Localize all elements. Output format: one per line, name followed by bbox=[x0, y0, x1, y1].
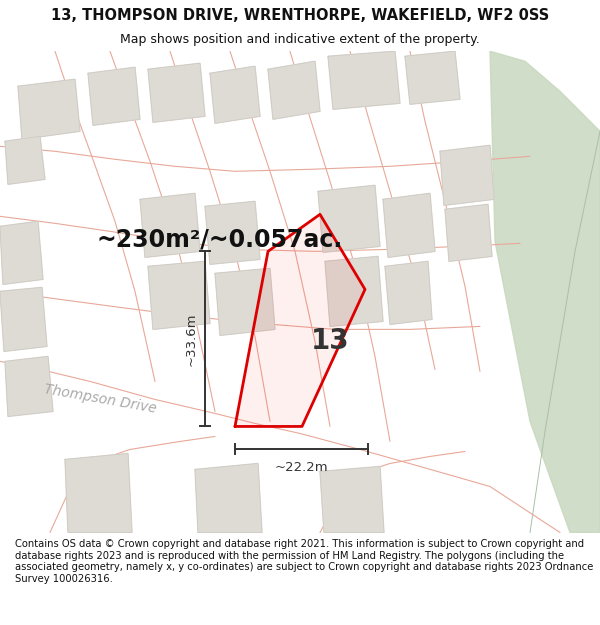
Text: ~22.2m: ~22.2m bbox=[275, 461, 328, 474]
Polygon shape bbox=[148, 63, 205, 122]
Polygon shape bbox=[65, 454, 132, 532]
Polygon shape bbox=[140, 193, 200, 258]
Polygon shape bbox=[320, 466, 384, 532]
Polygon shape bbox=[318, 186, 380, 253]
Text: 13, THOMPSON DRIVE, WRENTHORPE, WAKEFIELD, WF2 0SS: 13, THOMPSON DRIVE, WRENTHORPE, WAKEFIEL… bbox=[51, 8, 549, 23]
Polygon shape bbox=[235, 214, 365, 426]
Polygon shape bbox=[268, 61, 320, 119]
Polygon shape bbox=[5, 356, 53, 416]
Polygon shape bbox=[490, 51, 600, 532]
Polygon shape bbox=[205, 201, 260, 264]
Polygon shape bbox=[440, 145, 494, 206]
Polygon shape bbox=[195, 464, 262, 532]
Polygon shape bbox=[445, 204, 492, 261]
Text: ~230m²/~0.057ac.: ~230m²/~0.057ac. bbox=[97, 228, 343, 251]
Polygon shape bbox=[328, 51, 400, 109]
Text: 13: 13 bbox=[311, 328, 349, 356]
Polygon shape bbox=[405, 51, 460, 104]
Polygon shape bbox=[210, 66, 260, 123]
Text: Contains OS data © Crown copyright and database right 2021. This information is : Contains OS data © Crown copyright and d… bbox=[15, 539, 593, 584]
Polygon shape bbox=[0, 288, 47, 351]
Polygon shape bbox=[215, 268, 275, 336]
Text: Map shows position and indicative extent of the property.: Map shows position and indicative extent… bbox=[120, 34, 480, 46]
Polygon shape bbox=[325, 256, 383, 326]
Polygon shape bbox=[385, 261, 432, 324]
Polygon shape bbox=[148, 261, 210, 329]
Text: ~33.6m: ~33.6m bbox=[185, 312, 197, 366]
Polygon shape bbox=[18, 79, 80, 139]
Polygon shape bbox=[383, 193, 435, 258]
Polygon shape bbox=[5, 136, 45, 184]
Text: Thompson Drive: Thompson Drive bbox=[43, 382, 157, 416]
Polygon shape bbox=[0, 221, 43, 284]
Polygon shape bbox=[88, 68, 140, 125]
